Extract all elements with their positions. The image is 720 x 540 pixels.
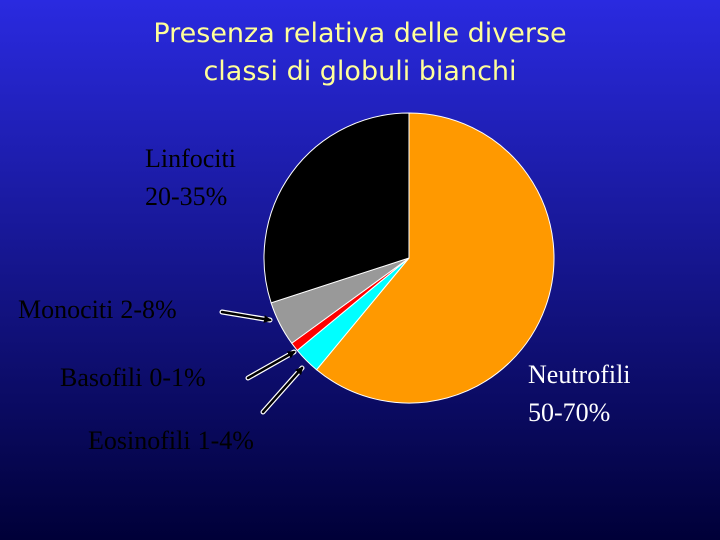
value-label: 0-1%: [149, 363, 205, 392]
slice-label-group: Basofili 0-1%: [60, 363, 206, 392]
pie: [263, 112, 555, 404]
arrow: [246, 350, 296, 380]
chart-title: classi di globuli bianchi: [203, 56, 516, 87]
value-label: 50-70%: [528, 398, 610, 427]
slice-label: Linfociti: [145, 144, 236, 173]
slice-label: Neutrofili: [528, 360, 631, 389]
slice-label: Eosinofili: [88, 426, 191, 455]
arrow: [220, 310, 272, 323]
pie-slice: [263, 112, 410, 304]
slice-label: Monociti: [18, 295, 113, 324]
slice-label-group: Monociti 2-8%: [18, 295, 177, 324]
arrows: [219, 309, 305, 415]
value-label: 2-8%: [120, 295, 176, 324]
pie-slice: [315, 112, 555, 404]
value-label: 20-35%: [145, 182, 227, 211]
arrow: [261, 366, 304, 414]
value-label: 1-4%: [198, 426, 254, 455]
slice-label-group: Eosinofili 1-4%: [88, 426, 254, 455]
slice-label: Basofili: [60, 363, 142, 392]
chart-title: Presenza relativa delle diverse: [153, 18, 566, 49]
